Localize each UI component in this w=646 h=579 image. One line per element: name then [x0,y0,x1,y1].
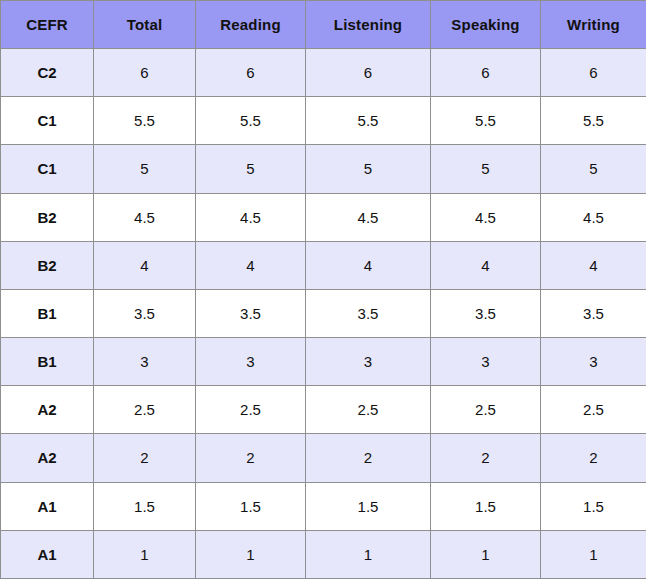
speaking-score-cell: 2.5 [431,386,541,434]
column-header-cefr: CEFR [1,1,94,49]
table-row: B1 3.5 3.5 3.5 3.5 3.5 [1,289,646,337]
table-row: A1 1 1 1 1 1 [1,530,646,578]
listening-score-cell: 3 [306,338,431,386]
reading-score-cell: 4 [196,241,306,289]
header-row: CEFR Total Reading Listening Speaking Wr… [1,1,646,49]
reading-score-cell: 5.5 [196,97,306,145]
cefr-level-cell: A2 [1,434,94,482]
table-row: C2 6 6 6 6 6 [1,49,646,97]
total-score-cell: 5.5 [94,97,196,145]
column-header-listening: Listening [306,1,431,49]
table-row: C1 5.5 5.5 5.5 5.5 5.5 [1,97,646,145]
column-header-total: Total [94,1,196,49]
total-score-cell: 1.5 [94,482,196,530]
total-score-cell: 1 [94,530,196,578]
writing-score-cell: 2 [541,434,646,482]
reading-score-cell: 5 [196,145,306,193]
listening-score-cell: 2 [306,434,431,482]
speaking-score-cell: 1.5 [431,482,541,530]
cefr-level-cell: A1 [1,530,94,578]
writing-score-cell: 3.5 [541,289,646,337]
listening-score-cell: 4 [306,241,431,289]
total-score-cell: 4 [94,241,196,289]
column-header-writing: Writing [541,1,646,49]
table-row: A1 1.5 1.5 1.5 1.5 1.5 [1,482,646,530]
writing-score-cell: 3 [541,338,646,386]
speaking-score-cell: 3 [431,338,541,386]
reading-score-cell: 2 [196,434,306,482]
speaking-score-cell: 2 [431,434,541,482]
reading-score-cell: 3.5 [196,289,306,337]
speaking-score-cell: 5.5 [431,97,541,145]
writing-score-cell: 4 [541,241,646,289]
reading-score-cell: 1.5 [196,482,306,530]
cefr-score-table: CEFR Total Reading Listening Speaking Wr… [0,0,646,579]
writing-score-cell: 5.5 [541,97,646,145]
column-header-reading: Reading [196,1,306,49]
reading-score-cell: 2.5 [196,386,306,434]
cefr-level-cell: B1 [1,338,94,386]
listening-score-cell: 6 [306,49,431,97]
reading-score-cell: 4.5 [196,193,306,241]
listening-score-cell: 1 [306,530,431,578]
speaking-score-cell: 5 [431,145,541,193]
speaking-score-cell: 4 [431,241,541,289]
listening-score-cell: 1.5 [306,482,431,530]
cefr-level-cell: C1 [1,145,94,193]
table-row: B2 4 4 4 4 4 [1,241,646,289]
writing-score-cell: 1 [541,530,646,578]
total-score-cell: 6 [94,49,196,97]
speaking-score-cell: 1 [431,530,541,578]
total-score-cell: 2 [94,434,196,482]
listening-score-cell: 4.5 [306,193,431,241]
cefr-level-cell: C2 [1,49,94,97]
table-row: A2 2.5 2.5 2.5 2.5 2.5 [1,386,646,434]
cefr-level-cell: A1 [1,482,94,530]
cefr-level-cell: B2 [1,241,94,289]
writing-score-cell: 6 [541,49,646,97]
table-header: CEFR Total Reading Listening Speaking Wr… [1,1,646,49]
writing-score-cell: 2.5 [541,386,646,434]
total-score-cell: 3.5 [94,289,196,337]
writing-score-cell: 5 [541,145,646,193]
total-score-cell: 4.5 [94,193,196,241]
cefr-level-cell: C1 [1,97,94,145]
table-body: C2 6 6 6 6 6 C1 5.5 5.5 5.5 5.5 5.5 C1 5… [1,49,646,579]
speaking-score-cell: 6 [431,49,541,97]
total-score-cell: 5 [94,145,196,193]
cefr-level-cell: B2 [1,193,94,241]
table-row: B1 3 3 3 3 3 [1,338,646,386]
listening-score-cell: 5.5 [306,97,431,145]
table-row: B2 4.5 4.5 4.5 4.5 4.5 [1,193,646,241]
writing-score-cell: 1.5 [541,482,646,530]
listening-score-cell: 5 [306,145,431,193]
writing-score-cell: 4.5 [541,193,646,241]
listening-score-cell: 3.5 [306,289,431,337]
speaking-score-cell: 3.5 [431,289,541,337]
table-row: C1 5 5 5 5 5 [1,145,646,193]
cefr-level-cell: B1 [1,289,94,337]
column-header-speaking: Speaking [431,1,541,49]
total-score-cell: 3 [94,338,196,386]
reading-score-cell: 3 [196,338,306,386]
total-score-cell: 2.5 [94,386,196,434]
listening-score-cell: 2.5 [306,386,431,434]
reading-score-cell: 1 [196,530,306,578]
reading-score-cell: 6 [196,49,306,97]
cefr-level-cell: A2 [1,386,94,434]
speaking-score-cell: 4.5 [431,193,541,241]
table-row: A2 2 2 2 2 2 [1,434,646,482]
